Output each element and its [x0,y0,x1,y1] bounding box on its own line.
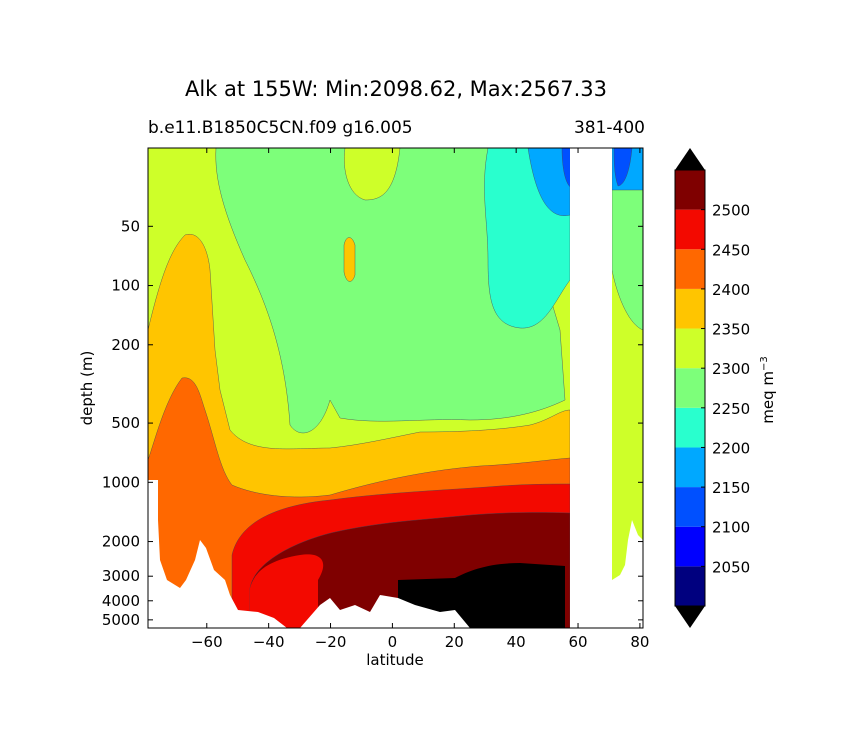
x-axis-label: latitude [366,651,424,669]
x-tick-label: 40 [507,633,526,651]
contour-2150-2200 [527,148,571,216]
contour-2350-blob [343,237,356,282]
x-tick-label: 20 [445,633,464,651]
colorbar-swatch [675,447,705,488]
x-tick-label: −20 [315,633,347,651]
colorbar-swatch [675,487,705,527]
colorbar-tick-label: 2150 [712,479,750,497]
colorbar-swatch [675,328,705,369]
colorbar-tick-label: 2350 [712,321,750,339]
y-axis-label: depth (m) [78,351,96,426]
colorbar-swatch [675,368,705,408]
colorbar-swatch [675,249,705,289]
case-name-label: b.e11.B1850C5CN.f09 g16.005 [148,118,413,138]
colorbar-frame [674,169,706,607]
y-tick-label: 200 [111,336,140,354]
x-tick-label: 0 [388,633,398,651]
contour-field [148,148,643,628]
colorbar-swatch [675,407,705,448]
colorbar-tick-label: 2050 [712,558,750,576]
y-tick-label: 50 [121,217,140,235]
colorbar-tick-label: 2400 [712,281,750,299]
colorbar-swatch [675,526,705,567]
land-gap [570,148,612,628]
chart-title: Alk at 155W: Min:2098.62, Max:2567.33 [184,77,608,101]
colorbar-swatch [675,209,705,250]
x-tick-label: 80 [630,633,649,651]
x-tick-label: −60 [191,633,223,651]
y-tick-label: 4000 [102,592,140,610]
years-label: 381-400 [573,118,645,138]
contour-2450-2500-inner [250,554,324,628]
bathymetry-north [612,520,643,628]
y-tick-label: 100 [111,277,140,295]
contour-2250-2300 [215,148,566,434]
colorbar-swatch [675,288,705,329]
colorbar-over-triangle [675,148,705,170]
y-tick-label: 1000 [102,473,140,491]
y-tick-label: 2000 [102,533,140,551]
y-tick-label: 5000 [102,611,140,629]
contour-over [398,563,565,628]
colorbar-swatch [675,566,705,606]
plot-frame [147,147,644,629]
colorbar-tick-label: 2100 [712,519,750,537]
x-tick-label: 60 [568,633,587,651]
colorbar-swatch [675,170,705,210]
colorbar: 2050 2100 2150 2200 2250 2300 2350 2400 2450 2500 [674,148,750,628]
colorbar-tick-label: 2200 [712,439,750,457]
bathymetry-mid [300,595,470,628]
colorbar-tick-label: 2250 [712,400,750,418]
x-axis: −60 −40 −20 0 20 40 60 80 [191,148,649,651]
y-tick-label: 500 [111,414,140,432]
contour-2100-2150-north [613,148,633,187]
colorbar-under-triangle [675,606,705,628]
bathymetry-south [148,480,287,628]
y-tick-label: 3000 [102,567,140,585]
colorbar-label: meq m−3 [759,356,777,424]
colorbar-tick-label: 2450 [712,241,750,259]
colorbar-tick-label: 2300 [712,360,750,378]
colorbar-tick-label: 2500 [712,202,750,220]
x-tick-label: −40 [253,633,285,651]
